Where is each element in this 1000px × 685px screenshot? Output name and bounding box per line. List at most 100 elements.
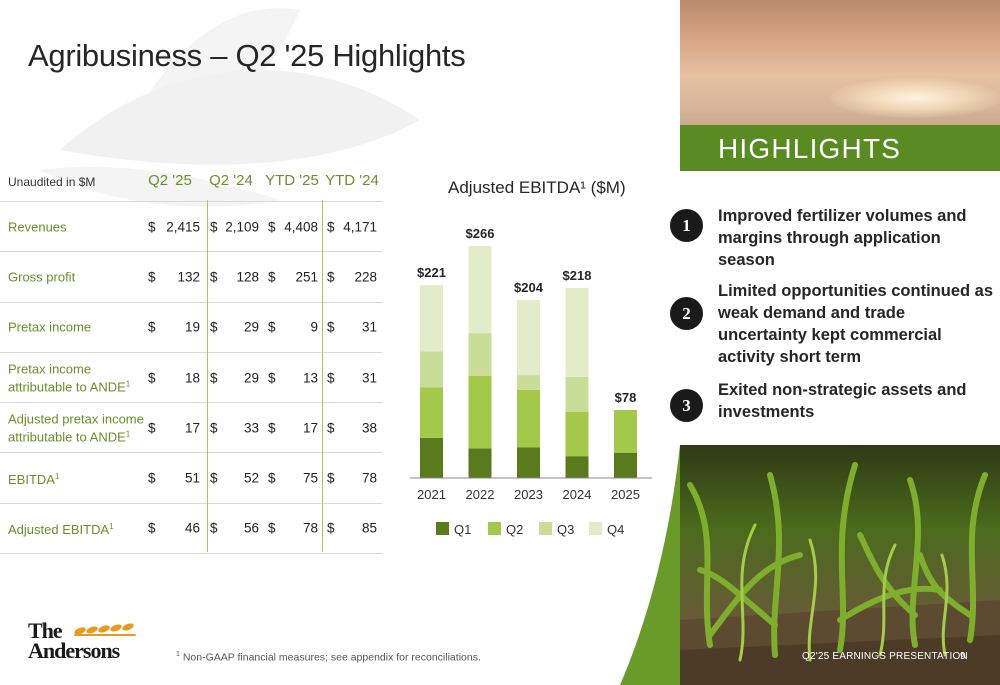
table-header: Unaudited in $M Q2 '25 Q2 '24 YTD '25 YT… (0, 162, 382, 202)
chart-title: Adjusted EBITDA¹ ($M) (448, 178, 626, 197)
bar-segment-q1 (614, 452, 637, 478)
green-accent-shape (620, 445, 680, 685)
table-cell: 29 (243, 319, 259, 335)
table-row: Gross profit $132 $128 $251 $228 (0, 252, 382, 303)
bar-segment-q2 (565, 411, 589, 457)
currency-symbol: $ (327, 520, 335, 536)
table-cell: 38 (361, 420, 377, 436)
table-cell: 19 (184, 319, 200, 335)
table-cell: 2,109 (225, 219, 259, 235)
row-label-text: Pretax income (8, 319, 92, 335)
highlight-text: Limited opportunities continued as weak … (718, 282, 994, 366)
bar-segment-q4 (517, 300, 540, 376)
company-logo: The Andersons (28, 618, 148, 668)
table-row: Pretax income attributable to ANDE1 $18 $2… (0, 353, 382, 404)
highlights-heading: HIGHLIGHTS (718, 133, 902, 164)
bar-segment-q1 (565, 456, 589, 478)
table-row: Adjusted pretax income attributable to A… (0, 403, 382, 454)
row-label-text: Gross profit (8, 269, 76, 285)
table-cell: 17 (184, 420, 200, 436)
bar-segment-q4 (565, 287, 589, 377)
header-divider (0, 201, 382, 202)
presentation-label: Q2'25 EARNINGS PRESENTATION (802, 651, 968, 662)
table-cell: 85 (361, 520, 377, 536)
table-cell: 33 (243, 420, 259, 436)
currency-symbol: $ (268, 269, 276, 285)
currency-symbol: $ (210, 319, 218, 335)
highlight-text: Exited non-strategic assets and investme… (718, 381, 967, 421)
x-tick-label: 2024 (563, 487, 592, 502)
highlight-item: 2 Limited opportunities continued as wea… (670, 280, 1000, 366)
legend-swatch (539, 522, 552, 535)
currency-symbol: $ (148, 370, 156, 386)
table-cell: 18 (184, 370, 200, 386)
row-label: Pretax income (8, 320, 148, 335)
bar-segment-q1 (420, 437, 443, 478)
currency-symbol: $ (148, 470, 156, 486)
column-separator (207, 200, 208, 552)
table-row: Adjusted EBITDA1 $46 $56 $78 $85 (0, 504, 382, 555)
table-cell: 17 (302, 420, 318, 436)
table-row: Pretax income $19 $29 $9 $31 (0, 303, 382, 353)
bar-total-label: $218 (563, 268, 592, 283)
table-row: EBITDA1 $51 $52 $75 $78 (0, 453, 382, 504)
legend-label: Q4 (607, 522, 624, 537)
row-label: Revenues (8, 219, 148, 234)
highlight-item: 3 Exited non-strategic assets and invest… (670, 379, 1000, 425)
table-cell: 75 (302, 470, 318, 486)
table-cell: 2,415 (166, 219, 200, 235)
currency-symbol: $ (210, 420, 218, 436)
wheat-icon (74, 623, 136, 636)
bar-segment-q3 (420, 351, 443, 388)
row-label: Gross profit (8, 269, 148, 284)
bar-segment-q2 (468, 375, 492, 449)
table-cell: 31 (361, 319, 377, 335)
footnote: 1 Non-GAAP financial measures; see appen… (176, 651, 481, 664)
table-row: Revenues $2,415 $2,109 $4,408 $4,171 (0, 202, 382, 253)
table-cell: 51 (184, 470, 200, 486)
row-label-text: EBITDA (8, 472, 55, 488)
corn-field-image (680, 445, 1000, 685)
table-cell: 132 (177, 269, 200, 285)
bar-segment-q3 (517, 375, 540, 390)
currency-symbol: $ (210, 370, 218, 386)
bar-total-label: $78 (615, 390, 637, 405)
footnote-marker: 1 (109, 522, 114, 532)
bar-total-label: $204 (514, 280, 544, 295)
table-cell: 29 (243, 370, 259, 386)
footnote-marker: 1 (176, 651, 180, 658)
table-cell: 31 (361, 370, 377, 386)
currency-symbol: $ (148, 520, 156, 536)
currency-symbol: $ (327, 420, 335, 436)
currency-symbol: $ (327, 370, 335, 386)
table-cell: 4,171 (343, 219, 377, 235)
x-tick-label: 2023 (514, 487, 543, 502)
currency-symbol: $ (148, 219, 156, 235)
x-tick-label: 2022 (466, 487, 495, 502)
corn-plants-graphic (680, 462, 1000, 685)
x-tick-label: 2021 (417, 487, 446, 502)
table-cell: 228 (354, 269, 377, 285)
currency-symbol: $ (210, 269, 218, 285)
currency-symbol: $ (210, 470, 218, 486)
logo-text: Andersons (28, 638, 120, 663)
bar-segment-q4 (420, 285, 443, 352)
highlight-number-badge: 2 (670, 297, 703, 330)
adjusted-ebitda-chart: $221 2021 $266 2022 $204 2023 $218 2024 $78 2025 Q… (410, 226, 652, 537)
sunset-sky-image (680, 0, 1000, 125)
currency-symbol: $ (268, 319, 276, 335)
bar-segment-q2 (420, 387, 443, 438)
currency-symbol: $ (268, 370, 276, 386)
column-header: YTD '24 (325, 172, 379, 189)
column-header: Q2 '24 (209, 172, 253, 189)
table-cell: 128 (236, 269, 259, 285)
highlight-text: Improved fertilizer volumes and margins … (718, 207, 967, 269)
column-header: YTD '25 (265, 172, 319, 189)
financial-table: Unaudited in $M Q2 '25 Q2 '24 YTD '25 YT… (0, 162, 382, 555)
row-label: Adjusted pretax income attributable to A… (8, 411, 148, 444)
currency-symbol: $ (210, 520, 218, 536)
legend-label: Q1 (454, 522, 471, 537)
row-label-text: Pretax income attributable to ANDE (8, 360, 126, 395)
bar-total-label: $266 (466, 226, 495, 241)
unaudited-label: Unaudited in $M (8, 175, 96, 189)
